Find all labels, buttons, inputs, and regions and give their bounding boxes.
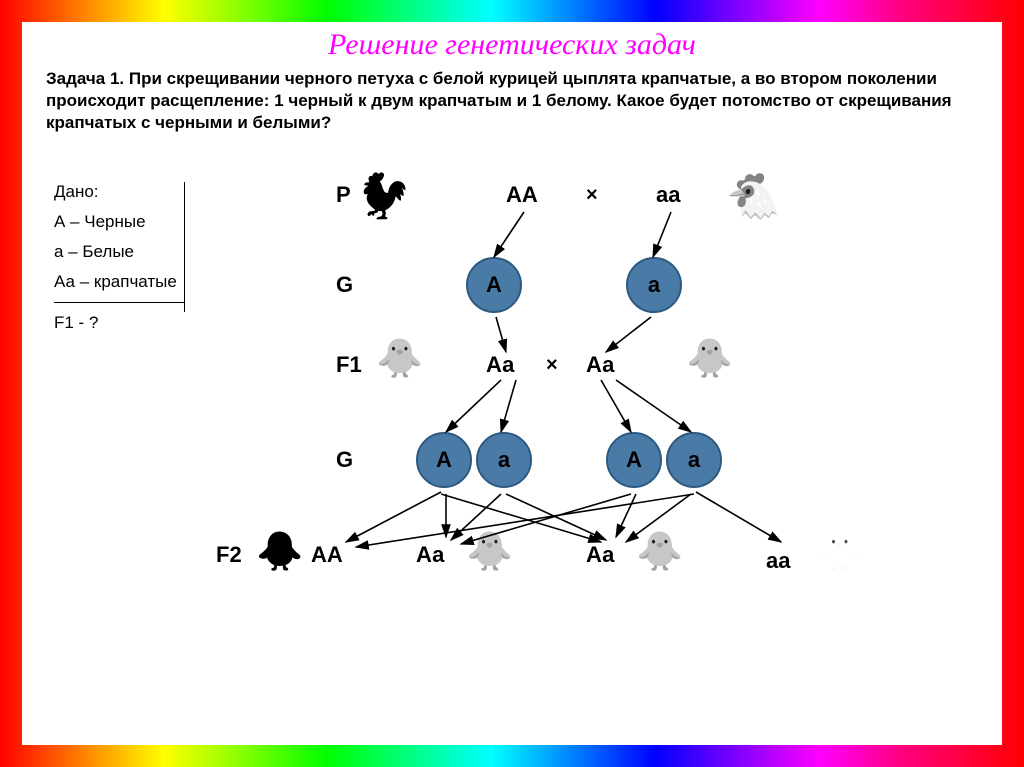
given-het: Аа – крапчатые	[54, 272, 184, 292]
given-question: F1 - ?	[54, 313, 184, 333]
P-cross: ×	[586, 184, 598, 207]
P-geno-1: АА	[506, 182, 538, 208]
F1-cross: ×	[546, 354, 558, 377]
row-G: G	[336, 272, 353, 298]
gamete2-a: а	[476, 432, 532, 488]
F2-g4: аа	[766, 548, 790, 574]
genetics-diagram: Дано: А – Черные а – Белые Аа – крапчаты…	[46, 172, 978, 735]
F1-geno-1: Аа	[486, 352, 514, 378]
chick-white-icon: 🐥	[816, 530, 863, 574]
F1-geno-2: Аа	[586, 352, 614, 378]
chick-icon: 🐥	[636, 530, 683, 574]
chick-icon: 🐥	[686, 337, 733, 381]
given-block: Дано: А – Черные а – Белые Аа – крапчаты…	[54, 182, 184, 343]
rainbow-frame: Решение генетических задач Задача 1. При…	[0, 0, 1024, 767]
row-P: P	[336, 182, 351, 208]
chick-black-icon: 🐥	[256, 530, 303, 574]
row-F2: F2	[216, 542, 242, 568]
gamete2-a2: а	[666, 432, 722, 488]
gamete-a: а	[626, 257, 682, 313]
F2-g1: АА	[311, 542, 343, 568]
P-geno-2: аа	[656, 182, 680, 208]
problem-text: Задача 1. При скрещивании черного петуха…	[22, 62, 1002, 134]
rooster-icon: 🐓	[356, 170, 411, 222]
F2-g3: Аа	[586, 542, 614, 568]
gamete-A: А	[466, 257, 522, 313]
slide-canvas: Решение генетических задач Задача 1. При…	[22, 22, 1002, 745]
chick-icon: 🐥	[376, 337, 423, 381]
given-dom: А – Черные	[54, 212, 184, 232]
row-G2: G	[336, 447, 353, 473]
given-rec: а – Белые	[54, 242, 184, 262]
gamete2-A: А	[416, 432, 472, 488]
given-header: Дано:	[54, 182, 184, 202]
gamete2-A2: А	[606, 432, 662, 488]
row-F1: F1	[336, 352, 362, 378]
slide-title: Решение генетических задач	[22, 22, 1002, 62]
chick-icon: 🐥	[466, 530, 513, 574]
F2-g2: Аа	[416, 542, 444, 568]
hen-icon: 🐔	[726, 170, 781, 222]
